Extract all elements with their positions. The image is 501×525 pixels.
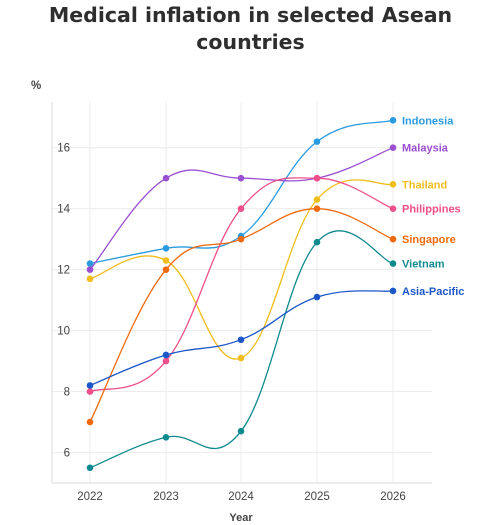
series-line-indonesia — [89, 119, 394, 265]
legend-label-malaysia: Malaysia — [402, 143, 449, 155]
data-point — [162, 351, 170, 359]
data-point — [389, 144, 397, 152]
data-point — [237, 205, 245, 212]
legend-label-indonesia: Indonesia — [402, 115, 454, 127]
legend: Indonesia Malaysia Thailand Philippines Sing… — [402, 115, 464, 298]
series-group — [86, 116, 397, 472]
data-point — [313, 174, 321, 182]
data-point — [86, 388, 94, 395]
data-point — [162, 433, 170, 441]
data-point — [389, 235, 397, 243]
y-tick-label: 12 — [57, 265, 70, 277]
x-tick-label: 2026 — [380, 491, 406, 503]
data-point — [86, 275, 94, 283]
data-point — [162, 174, 170, 182]
y-axis-unit-label: % — [31, 80, 41, 92]
data-point — [86, 260, 94, 267]
x-axis-label: Year — [229, 512, 253, 524]
series-line-philippines — [89, 177, 394, 393]
data-point — [86, 418, 94, 426]
chart-title: Medical inflation in selected Asean coun… — [48, 3, 453, 54]
x-tick-label: 2022 — [77, 491, 103, 503]
data-point — [162, 357, 170, 365]
data-point — [389, 205, 397, 212]
data-point — [162, 257, 170, 264]
legend-label-thailand: Thailand — [402, 179, 447, 191]
data-point — [237, 235, 245, 243]
data-point — [313, 196, 321, 203]
series-thailand — [86, 179, 397, 362]
data-point — [237, 354, 245, 362]
data-point — [313, 205, 321, 212]
data-point — [389, 287, 397, 295]
axes: 6 8 10 12 14 16 2022 2023 2024 2025 2026% Year — [31, 80, 432, 524]
legend-label-philippines: Philippines — [402, 204, 461, 216]
series-singapore — [86, 205, 397, 426]
data-point — [389, 180, 397, 188]
x-tick-label: 2025 — [304, 491, 330, 503]
series-vietnam — [86, 230, 397, 472]
series-line-vietnam — [89, 230, 394, 469]
data-point — [237, 174, 245, 182]
data-point — [162, 266, 170, 273]
series-asia-pacific — [86, 287, 397, 389]
data-point — [313, 293, 321, 301]
legend-label-singapore: Singapore — [402, 234, 456, 246]
y-tick-label: 16 — [57, 143, 70, 155]
y-tick-label: 8 — [64, 387, 70, 399]
series-indonesia — [86, 116, 397, 267]
data-point — [86, 464, 94, 472]
grid-lines — [52, 102, 432, 483]
data-point — [237, 336, 245, 344]
y-tick-label: 14 — [57, 204, 70, 216]
data-point — [162, 245, 170, 252]
data-point — [86, 266, 94, 273]
data-point — [313, 138, 321, 145]
series-philippines — [86, 174, 397, 395]
x-tick-label: 2024 — [228, 491, 254, 503]
data-point — [86, 382, 94, 389]
series-line-singapore — [89, 208, 394, 423]
x-tick-label: 2023 — [153, 491, 179, 503]
legend-label-asia-pacific: Asia-Pacific — [402, 286, 464, 298]
data-point — [389, 116, 397, 124]
data-point — [237, 427, 245, 435]
series-line-malaysia — [89, 147, 394, 271]
data-point — [389, 260, 397, 267]
legend-label-vietnam: Vietnam — [402, 259, 445, 271]
data-point — [313, 238, 321, 246]
y-tick-label: 6 — [64, 448, 70, 460]
y-tick-label: 10 — [57, 326, 70, 338]
